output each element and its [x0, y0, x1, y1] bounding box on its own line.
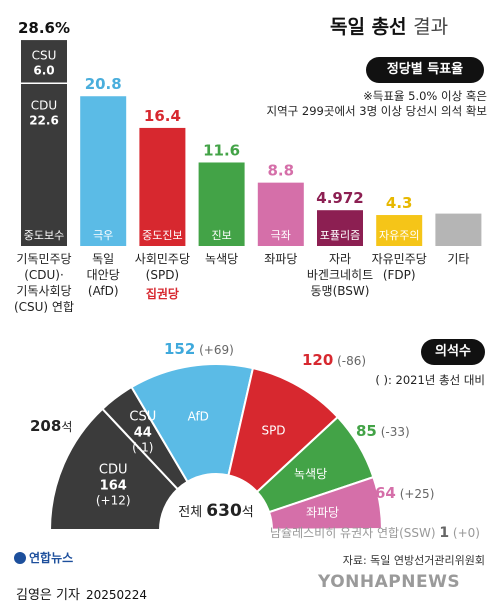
seat-outer-label-spd: 120 (-86) [302, 351, 366, 369]
bar-other [435, 213, 482, 246]
seat-slice-afd [130, 363, 255, 484]
bar-tag-afd: 극우 [93, 229, 113, 242]
seat-name-csu: CSU [129, 409, 156, 424]
seats-comparison-note: ( ): 2021년 총선 대비 [375, 373, 485, 387]
bar-value-green: 11.6 [203, 141, 240, 159]
bar-value-fdp: 4.3 [386, 194, 413, 212]
bar-spd [139, 127, 186, 246]
bar-tag-fdp: 자유주의 [379, 229, 419, 242]
seat-name-ssw: 남슐레스비히 유권자 연합(SSW) [270, 526, 439, 540]
title-sub: 결과 [413, 16, 449, 38]
bar-tag-green: 진보 [211, 229, 231, 242]
seat-outer-value-afd: 152 [164, 340, 195, 358]
bar-value-afd: 20.8 [85, 75, 122, 93]
seat-group-value: 208 [30, 417, 61, 435]
data-source: 자료: 독일 연방선거관리위원회 [342, 554, 485, 567]
threshold-note: ※득표율 5.0% 이상 혹은 지역구 299곳에서 3명 이상 당선시 의석 … [267, 89, 487, 119]
bar-party-name-bsw-0: 자라 [329, 252, 351, 266]
chart-title: 독일 총선 결과 [330, 12, 448, 39]
seat-outer-change-ssw: (+0) [449, 526, 480, 540]
seat-outer-value-left: 64 [375, 484, 396, 502]
bar-fdp [376, 215, 423, 246]
seat-outer-change-afd: (+69) [195, 343, 234, 357]
seat-total-unit: 석 [242, 505, 254, 520]
bar-tag-cdu: 중도보수 [24, 229, 64, 242]
seat-name-cdu: CDU [99, 462, 128, 477]
bar-party-name-bsw-2: 동맹(BSW) [311, 284, 370, 298]
seat-total-value: 630 [206, 501, 242, 521]
seat-outer-change-spd: (-86) [333, 354, 366, 368]
yonhap-logo-text: 연합뉴스 [29, 551, 74, 565]
stack-name-csu: CSU [32, 49, 57, 63]
section-label-seats: 의석수 [421, 339, 485, 365]
bar-party-name-afd-1: 대안당 [87, 268, 120, 282]
seat-name-green: 녹색당 [294, 467, 327, 481]
seat-name-spd: SPD [261, 423, 285, 437]
bar-tag-left: 극좌 [271, 229, 291, 242]
credit-author: 김영은 기자 [16, 588, 80, 603]
bar-party-name-green-0: 녹색당 [205, 252, 238, 266]
seat-change-csu: (-1) [132, 440, 153, 454]
yonhap-logo: 연합뉴스 [14, 549, 73, 566]
bar-cdu [21, 40, 67, 246]
seat-outer-label-afd: 152 (+69) [164, 340, 234, 358]
bar-party-name-bsw-1: 바겐크네히트 [307, 268, 373, 282]
credit-date: 20250224 [85, 588, 148, 602]
bar-party-name-afd-2: (AfD) [88, 284, 119, 298]
seat-outer-value-green: 85 [356, 422, 377, 440]
seat-name-afd: AfD [188, 409, 209, 423]
bar-party-name-other-0: 기타 [447, 252, 469, 266]
stack-value-csu: 6.0 [33, 64, 54, 78]
seat-outer-change-left: (+25) [396, 487, 435, 501]
seat-outer-change-green: (-33) [377, 425, 410, 439]
seat-outer-value-ssw: 1 [439, 525, 449, 541]
bar-extra-spd: 집권당 [146, 286, 179, 301]
bar-bsw [317, 210, 363, 246]
bar-party-name-afd-0: 독일 [92, 252, 114, 266]
bar-party-name-spd-1: (SPD) [146, 268, 179, 282]
seat-value-csu: 44 [134, 425, 152, 440]
seat-outer-label-left: 64 (+25) [375, 484, 434, 502]
seat-outer-value-spd: 120 [302, 351, 333, 369]
credit: 김영은 기자 20250224 [16, 584, 147, 603]
seat-group-label: 208석 [30, 417, 72, 435]
seat-value-cdu: 164 [100, 478, 127, 493]
bar-value-bsw: 4.972 [316, 189, 363, 207]
seat-group-unit: 석 [61, 420, 72, 434]
yonhap-logo-icon [14, 552, 26, 564]
bar-left [257, 182, 304, 246]
seat-outer-label-green: 85 (-33) [356, 422, 410, 440]
bar-party-name-fdp-0: 자유민주당 [372, 252, 427, 266]
bar-party-name-left-0: 좌파당 [264, 252, 297, 266]
bar-party-name-fdp-1: (FDP) [383, 268, 416, 282]
bar-party-name-cdu-0: 기독민주당 [16, 252, 71, 266]
bar-value-spd: 16.4 [144, 107, 181, 125]
note-line-2: 지역구 299곳에서 3명 이상 당선시 의석 확보 [266, 104, 487, 118]
section-label-vote-share: 정당별 득표율 [366, 57, 484, 83]
bar-green [198, 162, 245, 246]
bar-party-name-cdu-1: (CDU)· [24, 268, 64, 282]
bar-party-name-cdu-3: (CSU) 연합 [14, 300, 74, 314]
bar-afd [80, 96, 127, 247]
seat-total-label: 전체 630석 [178, 501, 254, 521]
seat-slice-cdu [48, 407, 180, 531]
seat-outer-label-ssw: 남슐레스비히 유권자 연합(SSW) 1 (+0) [270, 525, 480, 541]
stack-value-cdu: 22.6 [29, 113, 59, 127]
bar-value-cdu: 28.6% [18, 19, 70, 37]
bar-tag-bsw: 포퓰리즘 [320, 229, 360, 242]
bar-party-name-spd-0: 사회민주당 [135, 252, 190, 266]
title-main: 독일 총선 [330, 16, 407, 38]
bar-party-name-cdu-2: 기독사회당 [16, 284, 71, 298]
stack-name-cdu: CDU [31, 98, 57, 112]
seat-name-left: 좌파당 [306, 505, 339, 519]
seat-slice-ssw [270, 528, 384, 531]
bar-value-left: 8.8 [268, 162, 295, 180]
seat-change-cdu: (+12) [96, 493, 131, 507]
note-line-1: ※득표율 5.0% 이상 혹은 [363, 89, 487, 103]
seat-total-prefix: 전체 [178, 505, 206, 520]
watermark: YONHAPNEWS [318, 572, 461, 592]
bar-tag-spd: 중도진보 [142, 229, 182, 242]
